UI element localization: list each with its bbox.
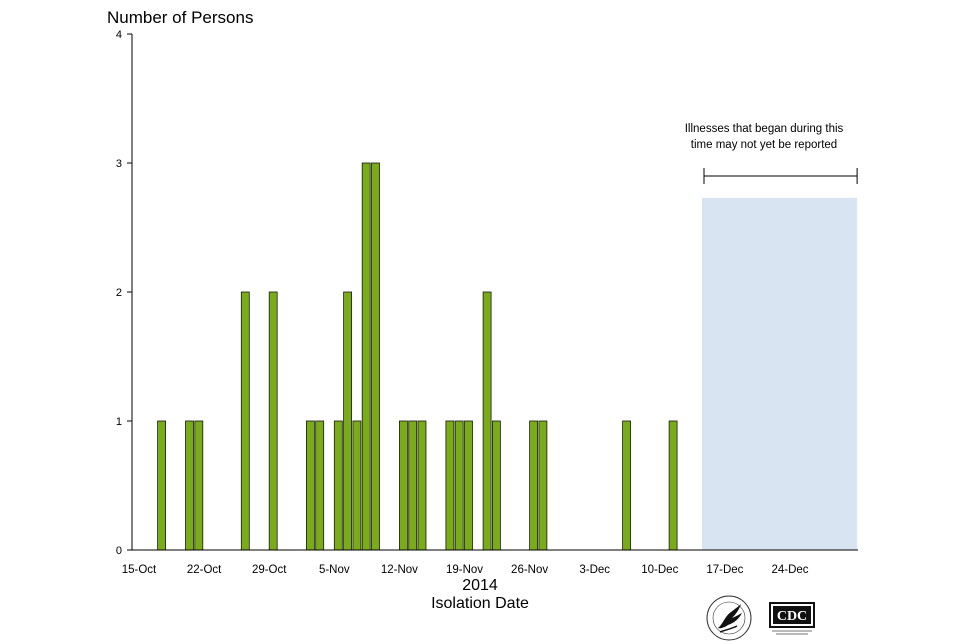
x-tick-label-26-Nov: 26-Nov <box>511 564 548 576</box>
y-tick-label-2: 2 <box>116 287 122 299</box>
bar-2014-11-13 <box>408 420 418 551</box>
bar-2014-11-19 <box>464 420 473 551</box>
hhs-seal-icon <box>706 595 752 641</box>
bar-2014-12-11 <box>668 420 678 551</box>
shaded-region <box>702 197 858 550</box>
x-tick-label-15-Oct: 15-Oct <box>122 564 157 576</box>
bar-2014-11-18 <box>454 420 464 551</box>
y-tick-label-0: 0 <box>116 545 122 557</box>
x-tick-label-29-Oct: 29-Oct <box>252 564 287 576</box>
x-tick-label-5-Nov: 5-Nov <box>319 564 350 576</box>
bar-2014-10-26 <box>240 291 250 551</box>
y-axis-title: Number of Persons <box>107 8 254 27</box>
x-tick-label-24-Dec: 24-Dec <box>771 564 808 576</box>
cdc-logo: CDC <box>769 602 815 635</box>
bar-2014-11-12 <box>398 420 408 551</box>
bar-2014-11-14 <box>417 420 427 551</box>
annotation-line-2: time may not yet be reported <box>690 139 838 151</box>
bar-2014-11-05 <box>333 420 343 551</box>
bar-2014-11-03 <box>315 420 325 551</box>
annotation-line-1: Illnesses that began during this <box>684 123 844 135</box>
bar-2014-10-21 <box>194 420 204 551</box>
bar-2014-11-09 <box>371 162 380 551</box>
x-tick-label-12-Nov: 12-Nov <box>381 564 418 576</box>
bar-2014-11-17 <box>445 420 455 551</box>
bar-2014-11-07 <box>352 420 362 551</box>
x-axis-year: 2014 <box>462 577 498 594</box>
bar-2014-11-08 <box>361 162 371 551</box>
bar-2014-11-27 <box>538 420 548 551</box>
x-tick-label-3-Dec: 3-Dec <box>579 564 610 576</box>
bar-2014-11-26 <box>529 420 538 551</box>
svg-text:CDC: CDC <box>777 609 807 624</box>
bar-2014-11-22 <box>491 420 501 551</box>
x-tick-label-17-Dec: 17-Dec <box>706 564 743 576</box>
bar-2014-10-17 <box>157 420 167 551</box>
y-tick-label-1: 1 <box>116 416 122 428</box>
bar-2014-11-21 <box>482 291 492 551</box>
bar-2014-10-29 <box>268 291 278 551</box>
x-tick-label-22-Oct: 22-Oct <box>187 564 222 576</box>
x-tick-label-10-Dec: 10-Dec <box>641 564 678 576</box>
shaded-region-annotation: Illnesses that began during this time ma… <box>665 121 863 153</box>
x-tick-label-19-Nov: 19-Nov <box>446 564 483 576</box>
bar-2014-11-06 <box>343 291 353 551</box>
bar-2014-10-20 <box>185 420 194 551</box>
x-axis-title: Isolation Date <box>431 595 529 612</box>
y-tick-label-3: 3 <box>116 158 122 170</box>
bar-2014-12-06 <box>622 420 631 551</box>
bar-2014-11-02 <box>305 420 315 551</box>
y-tick-label-4: 4 <box>116 29 122 41</box>
